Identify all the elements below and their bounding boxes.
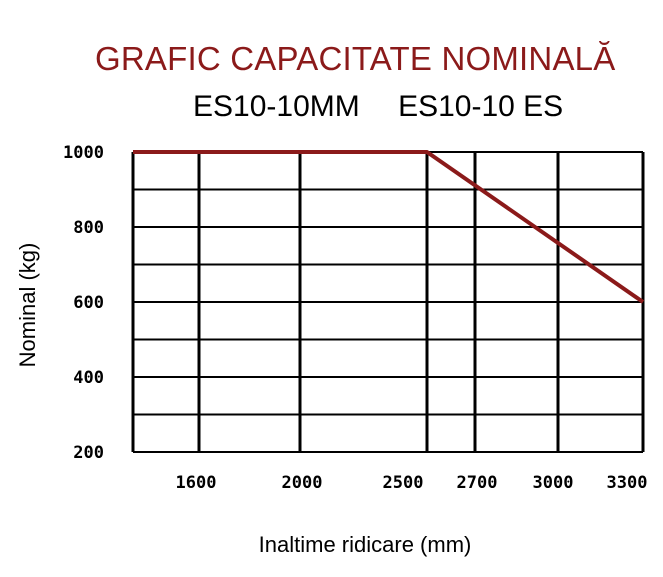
tick-labels: 1000 800 600 400 200 1600 2000 2500 2700 3000 3300	[63, 143, 647, 493]
y-tick-label: 400	[73, 368, 104, 388]
subtitle-model-a: ES10-10MM	[193, 90, 360, 123]
x-tick-label: 2000	[282, 473, 323, 493]
series-line	[133, 150, 645, 304]
y-tick-label: 1000	[63, 143, 104, 163]
y-tick-label: 600	[73, 293, 104, 313]
x-tick-label: 3300	[607, 473, 648, 493]
x-tick-label: 3000	[533, 473, 574, 493]
subtitle-model-b: ES10-10 ES	[398, 90, 564, 123]
grid	[131, 151, 645, 453]
x-tick-label: 1600	[176, 473, 217, 493]
chart-subtitle: ES10-10MM ES10-10 ES	[193, 90, 563, 124]
x-axis-label: Inaltime ridicare (mm)	[258, 532, 472, 557]
x-tick-label: 2700	[457, 473, 498, 493]
series-layer	[133, 150, 645, 304]
x-tick-label: 2500	[383, 473, 424, 493]
chart-title: GRAFIC CAPACITATE NOMINALĂ	[95, 40, 616, 77]
y-tick-label: 800	[73, 218, 104, 238]
y-tick-label: 200	[73, 443, 104, 463]
